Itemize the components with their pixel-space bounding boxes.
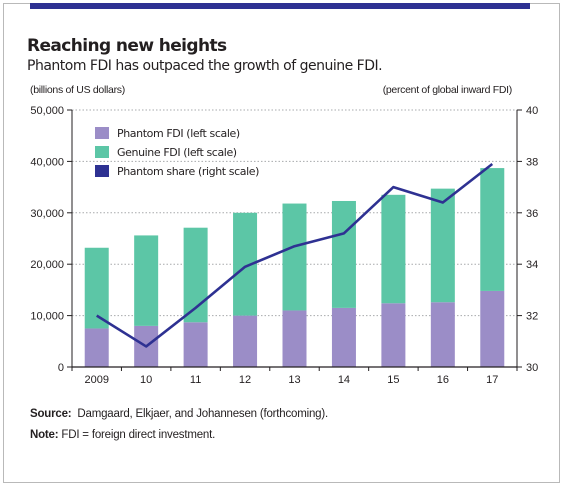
legend-share-label: Phantom share (right scale) (117, 165, 259, 178)
phantom-bar (480, 290, 505, 367)
genuine-bar (134, 235, 159, 326)
chart-title: Reaching new heights (27, 36, 227, 56)
right-tick-label: 40 (526, 105, 538, 117)
left-tick-label: 0 (58, 362, 64, 374)
genuine-bar (331, 200, 356, 308)
note-line: Note: FDI = foreign direct investment. (30, 425, 328, 446)
source-label: Source: (30, 408, 72, 420)
x-tick-label: 12 (239, 374, 251, 386)
x-tick-label: 16 (437, 374, 449, 386)
legend-genuine-label: Genuine FDI (left scale) (117, 146, 237, 159)
x-tick-label: 13 (288, 374, 300, 386)
phantom-bar (381, 303, 406, 367)
phantom-bar (183, 322, 208, 367)
legend-phantom-label: Phantom FDI (left scale) (117, 127, 240, 140)
phantom-bar (84, 328, 109, 367)
left-tick-label: 40,000 (30, 156, 64, 168)
genuine-bar (84, 247, 109, 329)
right-tick-label: 36 (526, 208, 538, 220)
phantom-bar (430, 302, 455, 367)
source-text: Damgaard, Elkjaer, and Johannesen (forth… (77, 408, 328, 420)
source-line: Source: Damgaard, Elkjaer, and Johannese… (30, 404, 328, 425)
right-tick-label: 30 (526, 362, 538, 374)
phantom-bar (282, 310, 307, 367)
left-axis-unit: (billions of US dollars) (30, 84, 125, 96)
left-tick-label: 10,000 (30, 311, 64, 323)
genuine-bar (430, 188, 455, 303)
note-label: Note: (30, 429, 59, 441)
left-tick-label: 30,000 (30, 208, 64, 220)
x-tick-label: 15 (387, 374, 399, 386)
right-tick-label: 34 (526, 259, 538, 271)
right-axis-unit: (percent of global inward FDI) (382, 84, 513, 96)
legend-phantom-swatch (95, 127, 109, 139)
chart-subtitle: Phantom FDI has outpaced the growth of g… (27, 58, 383, 74)
note-text: FDI = foreign direct investment. (61, 429, 216, 441)
left-tick-label: 20,000 (30, 259, 64, 271)
x-tick-label: 14 (338, 374, 350, 386)
x-tick-label: 17 (486, 374, 498, 386)
chart-frame (3, 3, 560, 483)
genuine-bar (233, 212, 258, 316)
footnotes: Source: Damgaard, Elkjaer, and Johannese… (30, 404, 328, 446)
genuine-bar (282, 203, 307, 311)
legend-genuine-swatch (95, 146, 109, 158)
x-tick-label: 11 (190, 374, 201, 386)
x-tick-label: 2009 (84, 374, 108, 386)
phantom-bar (331, 307, 356, 367)
x-tick-label: 10 (140, 374, 152, 386)
phantom-bar (233, 315, 258, 367)
genuine-bar (480, 168, 505, 291)
legend-share-swatch (95, 165, 109, 177)
right-tick-label: 32 (526, 311, 538, 323)
right-tick-label: 38 (526, 156, 538, 168)
left-tick-label: 50,000 (30, 105, 64, 117)
genuine-bar (381, 194, 406, 304)
title-accent-bar (30, 3, 530, 9)
